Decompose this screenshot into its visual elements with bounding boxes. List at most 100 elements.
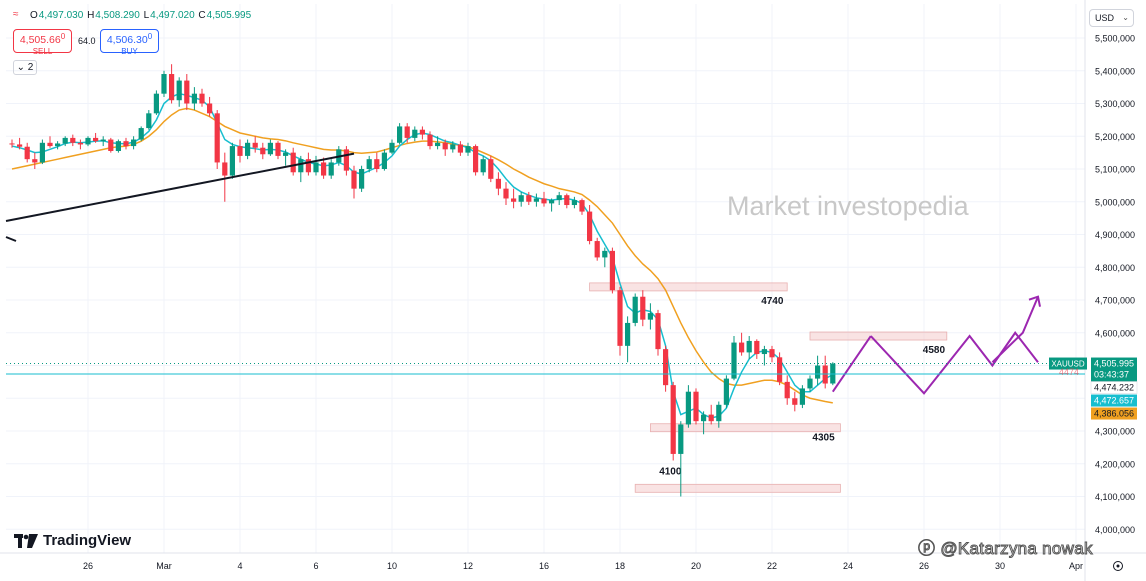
candlestick-series	[9, 64, 836, 497]
candle-body	[77, 142, 83, 145]
candle-body	[389, 142, 395, 153]
sell-price-sup: 0	[60, 32, 66, 41]
candle-body	[807, 378, 813, 389]
candle-body	[609, 250, 615, 291]
buy-price: 4,506.30	[106, 34, 148, 47]
zone-4100	[634, 483, 841, 493]
candle-body	[146, 113, 152, 129]
candle-body	[450, 144, 456, 150]
x-tick-label: Apr	[1069, 561, 1083, 571]
candle-body	[670, 385, 676, 454]
ma-slow-line	[11, 107, 833, 404]
tradingview-logo[interactable]: TradingView	[14, 532, 131, 549]
candle-body	[161, 74, 167, 94]
candle-body	[351, 170, 357, 189]
projection-arrow-head	[1028, 295, 1041, 307]
y-tick-label: 5,400,000	[1095, 66, 1135, 76]
candle-body	[457, 144, 463, 153]
candle-body	[298, 159, 304, 173]
price-axis[interactable]: 5,500,000 5,400,000 5,300,000 5,200,000 5,10…	[1095, 34, 1135, 535]
currency-select[interactable]: USD ⌄	[1089, 9, 1134, 27]
x-tick-label: 6	[313, 561, 318, 571]
candle-body	[222, 162, 228, 176]
candle-body	[526, 195, 532, 202]
author-credit: ⓟ @Katarzyna nowak	[917, 534, 1093, 559]
candle-body	[777, 357, 783, 382]
x-tick-label: 26	[83, 561, 93, 571]
candle-body	[640, 296, 646, 320]
candle-body	[17, 144, 23, 147]
indicators-toggle[interactable]: ⌄ 2	[13, 60, 37, 75]
candle-body	[556, 195, 562, 201]
candle-body	[518, 195, 524, 202]
candle-body	[100, 139, 106, 142]
price-box-4472	[1091, 394, 1137, 407]
symbol-tag	[1049, 357, 1087, 370]
time-axis[interactable]: 26Mar46101216182022242630Apr3	[83, 561, 1146, 571]
currency-value: USD	[1095, 13, 1115, 23]
y-tick-label: 4,200,000	[1095, 459, 1135, 469]
last-price-box	[1091, 357, 1137, 382]
countdown-text: 03:43:37	[1094, 370, 1129, 380]
settings-gear-icon	[1113, 561, 1123, 571]
buy-button[interactable]: 4,506.300 BUY	[100, 29, 159, 56]
candle-body	[617, 290, 623, 346]
candle-body	[184, 80, 190, 104]
candle-body	[321, 162, 327, 176]
candle-body	[359, 169, 365, 189]
y-tick-label: 4,800,000	[1095, 263, 1135, 273]
candle-body	[602, 250, 608, 258]
zone-4305	[650, 423, 841, 433]
candle-body	[374, 159, 380, 169]
candle-body	[260, 147, 266, 155]
candle-body	[32, 159, 38, 163]
y-tick-label: 5,500,000	[1095, 34, 1135, 44]
zone-4740	[589, 282, 788, 292]
low-label: L	[143, 10, 150, 21]
candle-body	[685, 391, 691, 425]
candle-body	[579, 200, 585, 212]
x-tick-label: Mar	[156, 561, 172, 571]
candle-body	[237, 146, 243, 156]
candle-body	[93, 137, 99, 142]
candle-body	[799, 388, 805, 405]
chevron-down-icon: ⌄	[16, 62, 26, 73]
symbol-tag-text: XAUUSD	[1051, 360, 1085, 369]
candle-body	[625, 322, 631, 346]
candle-body	[647, 313, 653, 320]
y-tick-label: 4,900,000	[1095, 230, 1135, 240]
tradingview-logo-text: TradingView	[43, 532, 132, 549]
candle-body	[169, 74, 175, 101]
candle-body	[381, 152, 387, 169]
candle-body	[24, 146, 30, 160]
y-tick-label: 5,200,000	[1095, 132, 1135, 142]
sell-price: 4,505.66	[19, 34, 61, 47]
candle-body	[632, 296, 638, 323]
y-tick-label: 4,000,000	[1095, 525, 1135, 535]
candle-body	[123, 141, 129, 147]
projection-path-end	[991, 296, 1039, 363]
candle-body	[366, 159, 372, 169]
trendline	[5, 152, 355, 222]
gear-ring	[1113, 561, 1123, 571]
candle-body	[305, 159, 311, 173]
sell-button[interactable]: 4,505.660 SELL	[13, 29, 72, 56]
candle-body	[465, 146, 471, 153]
x-tick-label: 24	[843, 561, 853, 571]
buy-label: BUY	[121, 47, 138, 57]
spread-value: 64.0	[78, 36, 96, 46]
drawing-lines	[5, 152, 1085, 395]
candle-body	[495, 178, 501, 189]
close-label: C	[198, 10, 206, 21]
price-box-4474	[1090, 381, 1138, 394]
author-credit-text: @Katarzyna nowak	[940, 539, 1093, 559]
candle-body	[419, 129, 425, 135]
candle-body	[549, 200, 555, 204]
y-tick-label: 4,600,000	[1095, 328, 1135, 338]
candle-body	[138, 128, 144, 140]
candle-body	[488, 159, 494, 179]
candle-body	[746, 340, 752, 353]
